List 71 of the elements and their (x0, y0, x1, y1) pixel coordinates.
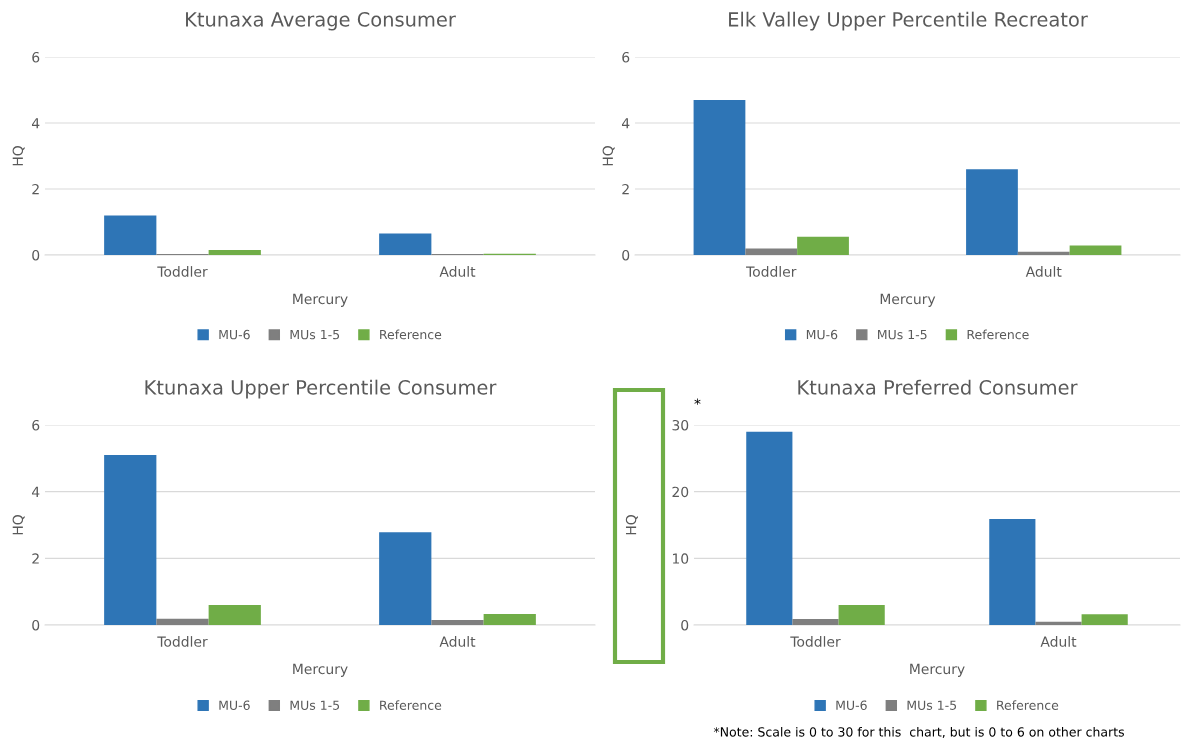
x-tick-label: Toddler (790, 636, 841, 647)
bar (745, 248, 798, 255)
y-axis-title: HQ (602, 146, 615, 166)
x-axis-title: Mercury (293, 663, 348, 677)
x-tick-label: Adult (1025, 266, 1062, 277)
y-tick-label: 0 (681, 619, 689, 631)
chart-title: Ktunaxa Average Consumer (186, 12, 456, 31)
bar (208, 605, 261, 625)
x-tick-label: Adult (439, 636, 476, 647)
bar (693, 99, 746, 255)
y-axis-title: HQ (12, 146, 25, 166)
x-axis-title: Mercury (293, 293, 348, 307)
y-tick-label: 20 (672, 486, 689, 498)
bar (431, 620, 484, 625)
x-tick-label: Adult (439, 266, 476, 277)
legend-label: MU-6 (219, 329, 250, 340)
bar (989, 519, 1036, 625)
bar (1081, 614, 1128, 625)
bar (483, 614, 536, 625)
x-tick-label: Adult (1040, 636, 1077, 647)
y-tick-label: 2 (622, 183, 629, 195)
bar (1069, 245, 1122, 255)
legend-label: MU-6 (219, 700, 250, 710)
y-tick-label: 6 (622, 51, 630, 63)
y-tick-label: 4 (621, 118, 630, 129)
legend-label: Reference (967, 329, 1029, 340)
legend-label: MUs 1-5 (878, 329, 927, 340)
legend-label: MU-6 (836, 700, 867, 710)
y-tick-label: 0 (622, 249, 630, 261)
text: *Note: Scale is 0 to 30 for this chart, but is 0 to 6 on other charts (713, 726, 1124, 738)
bar (1017, 251, 1070, 255)
legend-label: MUs 1-5 (290, 700, 340, 710)
legend-label: Reference (997, 700, 1059, 710)
bar (966, 169, 1018, 255)
bar (838, 605, 885, 625)
legend-label: MUs 1-5 (290, 329, 340, 340)
y-tick-label: 4 (31, 486, 40, 497)
x-axis-title: Mercury (910, 663, 965, 677)
chart-title: Ktunaxa Upper Percentile Consumer (145, 379, 497, 399)
text: * (694, 398, 701, 405)
chart-title: Ktunaxa Preferred Consumer (798, 379, 1078, 395)
y-tick-label: 0 (32, 249, 40, 261)
y-axis-title: HQ (625, 515, 638, 535)
bar (792, 619, 839, 625)
y-tick-label: 30 (672, 419, 689, 431)
chart-title: Elk Valley Upper Percentile Recreator (729, 11, 1088, 31)
bar (379, 532, 432, 625)
y-tick-label: 6 (32, 51, 40, 63)
y-tick-label: 2 (32, 183, 39, 195)
bar (379, 233, 432, 255)
x-axis-title: Mercury (880, 293, 936, 307)
bar (104, 215, 157, 255)
bar (208, 250, 261, 255)
legend-label: Reference (380, 329, 442, 340)
y-tick-label: 6 (32, 419, 40, 431)
legend-label: MUs 1-5 (907, 700, 957, 710)
legend-label: MU-6 (806, 329, 838, 340)
bar (1035, 621, 1082, 625)
bar (797, 236, 849, 255)
bar (746, 431, 793, 625)
y-tick-label: 0 (32, 619, 40, 631)
x-tick-label: Toddler (157, 636, 208, 647)
y-tick-label: 4 (31, 118, 40, 129)
x-tick-label: Toddler (746, 266, 797, 277)
x-tick-label: Toddler (157, 266, 208, 277)
y-axis-title: HQ (12, 515, 25, 535)
legend-label: Reference (380, 700, 442, 710)
y-tick-label: 10 (672, 553, 689, 564)
bar (156, 618, 209, 625)
bar (104, 455, 157, 625)
y-tick-label: 2 (32, 553, 39, 564)
